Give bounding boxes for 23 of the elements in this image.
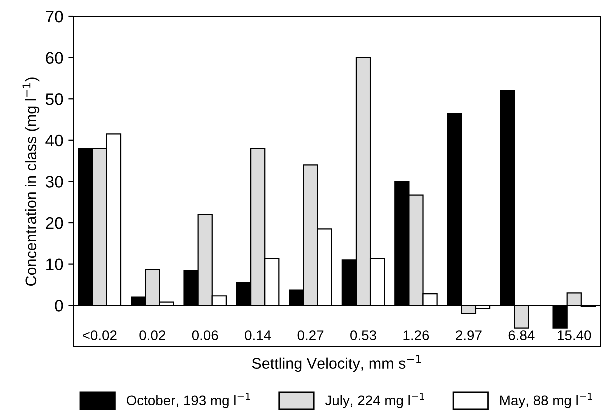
y-tick-label: 30 — [46, 176, 64, 188]
y-tick-label: 20 — [46, 217, 64, 230]
legend-label: May, 88 mg l$^{−1}$ — [500, 393, 592, 408]
legend-label: October, 193 mg l$^{−1}$ — [126, 393, 250, 408]
y-tick-label: 50 — [46, 94, 64, 106]
y-tick-label: 60 — [46, 52, 64, 64]
x-tick-label: 2.97 — [456, 330, 482, 340]
x-tick-label: 0.53 — [350, 330, 376, 340]
x-tick-label: 0.14 — [245, 330, 272, 340]
x-axis-title: Settling Velocity, mm s$^{−1}$ — [252, 355, 422, 372]
y-axis-title: Concentration in class (mg l$^{−1}$) — [22, 78, 40, 286]
x-tick-label: 0.02 — [140, 330, 166, 340]
legend-label: July, 224 mg l$^{−1}$ — [325, 393, 424, 408]
y-tick-label: 10 — [46, 258, 64, 271]
x-tick-label: 0.06 — [192, 330, 218, 340]
y-tick-label: 0 — [55, 300, 64, 312]
x-tick-label: 6.84 — [508, 330, 535, 340]
x-tick-label: 15.40 — [558, 330, 592, 340]
x-tick-label: 1.26 — [404, 330, 430, 340]
x-tick-label: 0.27 — [298, 330, 324, 340]
y-tick-label: 40 — [46, 134, 64, 147]
x-tick-label: <0.02 — [83, 330, 117, 340]
y-tick-label: 70 — [46, 10, 64, 23]
